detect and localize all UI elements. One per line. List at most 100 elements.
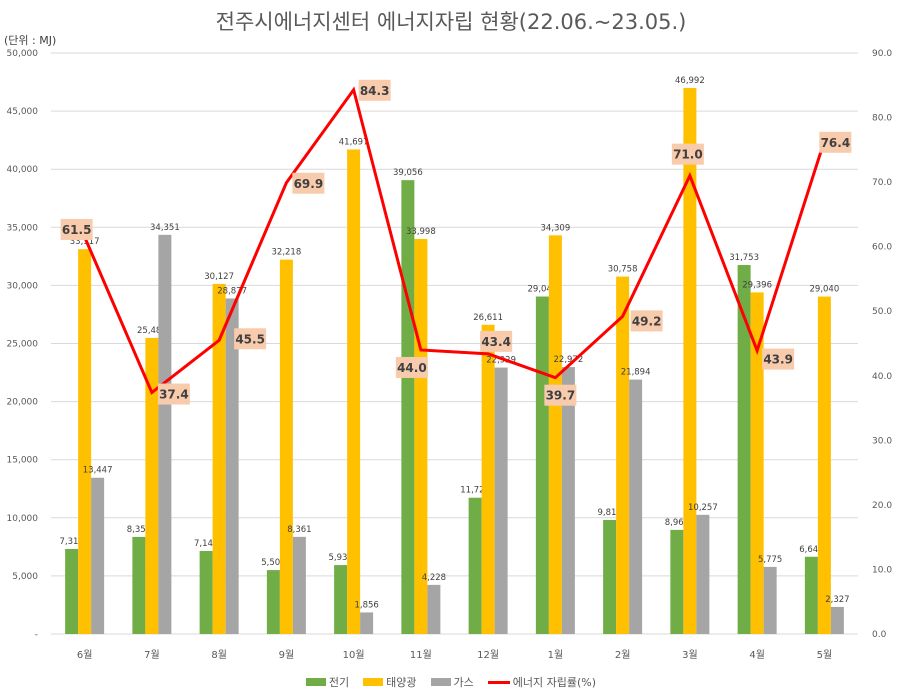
bar-0	[65, 548, 79, 634]
category-label: 12월	[477, 649, 499, 661]
bar-value-label: 41,697	[339, 137, 369, 147]
bar-value-label: 5,933	[328, 553, 352, 563]
legend-label: 가스	[453, 676, 474, 689]
right-axis-tick: 40.0	[872, 372, 892, 382]
line-label-bg	[395, 356, 428, 378]
legend-item-self-sufficiency: 에너지 자립률(%)	[487, 674, 596, 690]
bar-value-label: 29,043	[528, 285, 558, 295]
bar-value-label: 8,960	[665, 518, 689, 528]
left-axis-tick: 45,000	[7, 107, 39, 117]
bar-0	[266, 570, 280, 634]
right-axis-tick: 0.0	[872, 630, 887, 640]
bar-1	[750, 292, 764, 634]
bar-value-label: 7,142	[194, 539, 218, 549]
bar-2	[629, 379, 643, 634]
bar-0	[468, 497, 482, 634]
bar-2	[494, 367, 508, 634]
bar-value-label: 34,351	[150, 223, 180, 233]
category-label: 5월	[817, 649, 833, 661]
bar-0	[804, 556, 818, 634]
bar-1	[616, 276, 630, 634]
line-label-bg	[157, 383, 190, 405]
bar-value-label: 29,396	[742, 280, 772, 290]
right-axis-tick: 30.0	[872, 436, 892, 446]
bar-2	[427, 584, 441, 634]
left-axis-tick: 20,000	[7, 398, 39, 408]
right-axis-tick: 80.0	[872, 114, 892, 124]
bar-value-label: 29,040	[810, 285, 840, 295]
bar-value-label: 8,361	[287, 525, 311, 535]
bar-value-label: 8,355	[127, 525, 151, 535]
line-label-bg	[234, 328, 267, 350]
bar-2	[763, 566, 777, 634]
unit-label: (단위 : MJ)	[4, 34, 57, 47]
bar-value-label: 26,611	[473, 313, 503, 323]
line-value-label: 44.0	[397, 361, 427, 375]
line-value-label: 84.3	[360, 84, 390, 98]
bar-1	[78, 249, 92, 634]
legend-swatch	[305, 678, 326, 686]
line-label-bg	[762, 348, 795, 370]
bar-value-label: 31,753	[729, 253, 759, 263]
category-label: 7월	[144, 649, 160, 661]
right-axis-tick: 10.0	[872, 565, 892, 575]
bar-0	[401, 180, 415, 634]
bar-value-label: 46,992	[675, 76, 705, 86]
line-value-label: 39.7	[546, 389, 576, 403]
bar-0	[535, 296, 549, 634]
bar-2	[830, 606, 844, 634]
line-value-label: 69.9	[294, 177, 324, 191]
bar-2	[158, 234, 172, 635]
bar-1	[481, 324, 495, 634]
category-label: 6월	[77, 649, 93, 661]
line-label-bg	[819, 131, 852, 153]
bar-value-label: 2,327	[825, 595, 849, 605]
bar-1	[347, 149, 361, 634]
bar-0	[334, 565, 348, 634]
line-value-label: 45.5	[235, 332, 265, 346]
bar-value-label: 4,228	[422, 573, 446, 583]
line-label-bg	[358, 79, 391, 101]
left-axis-tick: 5,000	[12, 572, 38, 582]
line-label-bg	[60, 218, 93, 240]
bar-value-label: 28,877	[217, 286, 247, 296]
bar-value-label: 7,319	[59, 537, 83, 547]
bar-1	[548, 235, 562, 635]
bar-2	[360, 612, 374, 634]
category-label: 8월	[211, 649, 227, 661]
bar-2	[696, 514, 710, 634]
bar-value-label: 22,929	[486, 356, 516, 366]
bar-2	[292, 536, 306, 634]
line-value-label: 49.2	[632, 314, 662, 328]
left-axis-tick: 30,000	[7, 281, 39, 291]
category-label: 1월	[548, 649, 564, 661]
line-label-bg	[630, 310, 663, 332]
legend-swatch	[363, 678, 384, 686]
bar-value-label: 21,894	[621, 368, 651, 378]
bar-1	[212, 283, 226, 634]
bar-2	[561, 367, 575, 634]
category-label: 10월	[343, 649, 365, 661]
legend-item-gas: 가스	[430, 674, 474, 690]
bar-1	[817, 296, 831, 634]
left-axis-tick: 50,000	[7, 49, 39, 59]
bar-2	[225, 298, 239, 634]
bar-value-label: 39,056	[393, 168, 423, 178]
right-axis-tick: 60.0	[872, 243, 892, 253]
legend-swatch	[430, 678, 451, 686]
bar-1	[279, 259, 293, 634]
line-value-label: 43.9	[763, 353, 793, 367]
right-axis-tick: 50.0	[872, 307, 892, 317]
bar-value-label: 33,117	[70, 237, 100, 247]
bar-value-label: 34,309	[541, 223, 571, 233]
bar-value-label: 10,257	[688, 503, 718, 513]
bar-0	[737, 265, 751, 634]
bar-0	[670, 529, 684, 634]
bar-1	[683, 87, 697, 635]
chart-title: 전주시에너지센터 에너지자립 현황(22.06.~23.05.)	[215, 10, 687, 34]
legend-label: 태양광	[386, 676, 417, 689]
bar-0	[603, 519, 617, 634]
bar-value-label: 9,815	[597, 508, 621, 518]
right-axis-tick: 90.0	[872, 49, 892, 59]
